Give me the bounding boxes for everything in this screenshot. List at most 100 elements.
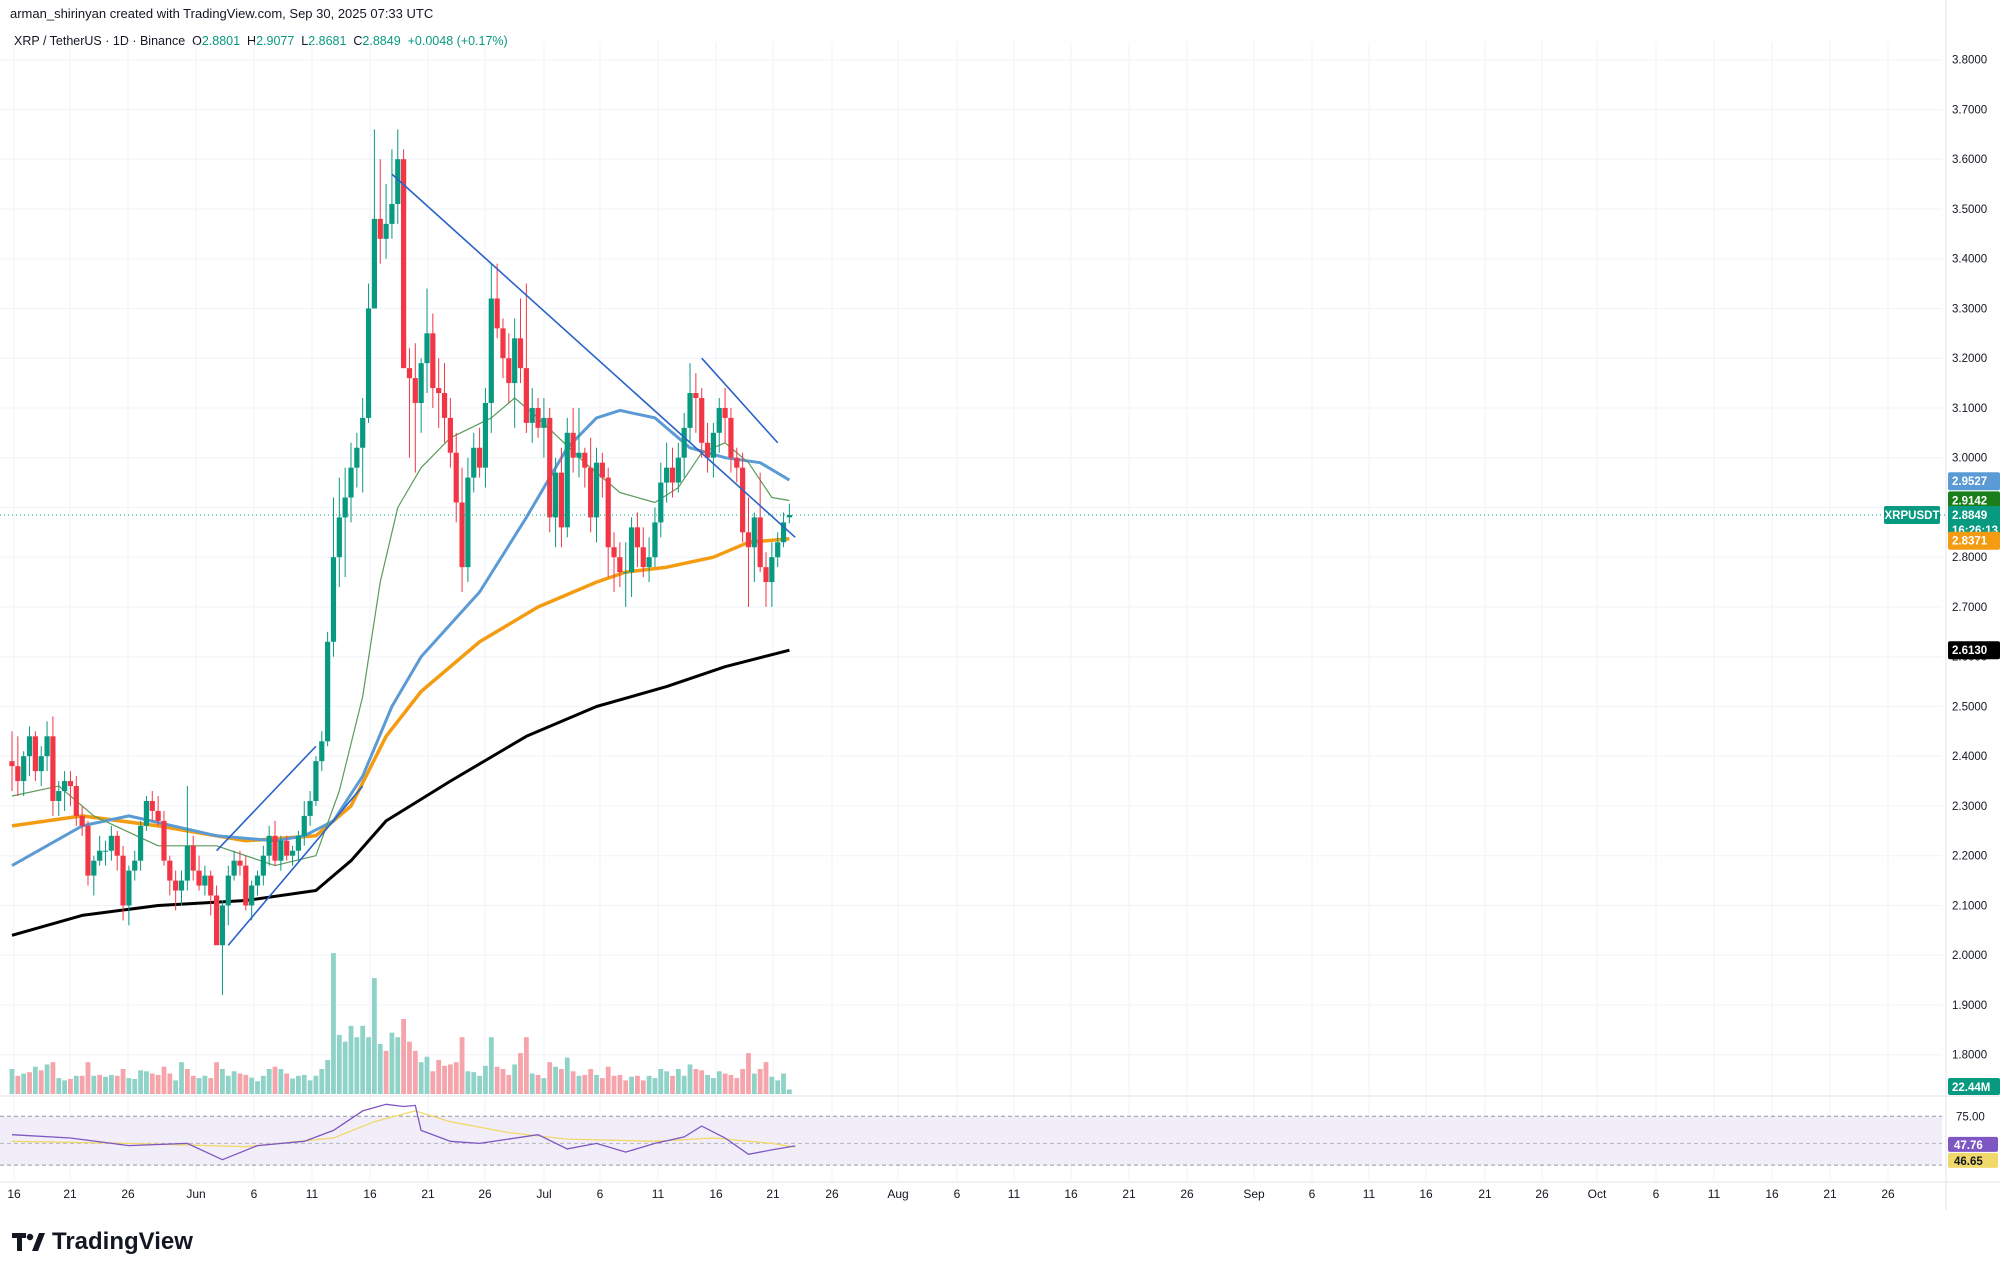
candle-body [523,368,529,423]
volume-bar [260,1075,266,1094]
symbol-name[interactable]: XRP / TetherUS · 1D · Binance [14,34,186,48]
candle-body [401,159,407,369]
volume-bar [442,1065,447,1094]
volume-bar [225,1075,231,1094]
low-label: L [301,34,309,48]
volume-bar [447,1064,453,1094]
candle-body [506,358,512,384]
volume-value-label [1948,1078,2000,1095]
tradingview-logo-icon [12,1233,45,1251]
candle-body [745,532,752,548]
candle-body [395,159,401,204]
candle-body [628,527,635,573]
volume-bar [576,1075,582,1094]
volume-bar [214,1062,219,1094]
candle-body [599,462,605,478]
volume-bar [786,1089,792,1094]
candle-body [552,472,559,518]
candle-body [319,741,325,762]
candle-body [675,457,681,483]
volume-bar [763,1062,769,1094]
candle-body [371,218,377,309]
candle-body [161,820,167,861]
volume-bar [32,1066,38,1094]
volume-bar [623,1080,629,1094]
volume-bar [56,1078,62,1094]
price-label [1948,531,2000,550]
rsi-ma-line [11,1110,796,1148]
candle-body [471,447,477,478]
volume-bar [775,1080,781,1094]
x-tick-label: 6 [1653,1187,1660,1201]
price-label-text: 2.9142 [1952,495,1987,507]
candle-body [441,393,448,418]
x-tick-label: 11 [652,1187,665,1201]
price-label-text: 2.6130 [1952,645,1987,657]
volume-bar [114,1075,120,1094]
x-tick-label: Jul [536,1187,551,1201]
y-tick-label: 2.4000 [1952,751,1987,763]
volume-bar [547,1062,553,1094]
x-tick-label: 6 [597,1187,604,1201]
volume-bar [290,1078,295,1094]
volume-bar [559,1069,564,1094]
volume-bar [9,1069,15,1094]
candle-body [284,840,290,856]
volume-bar [459,1037,465,1094]
candle-body [32,736,38,772]
x-tick-label: Oct [1588,1187,1607,1201]
volume-bar [50,1062,56,1094]
candle-body [272,835,278,861]
volume-bar [243,1074,249,1094]
volume-bar [418,1062,424,1094]
trendline[interactable] [391,173,796,538]
price-label [1948,491,2000,510]
candle-body [383,223,389,239]
candle-body [699,398,705,443]
candle-body [360,417,366,448]
x-tick-label: 26 [1881,1187,1895,1201]
volume-bar [699,1070,705,1094]
x-tick-label: 21 [421,1187,435,1201]
volume-bar [477,1075,482,1094]
volume-bar [541,1078,547,1094]
y-tick-label: 3.5000 [1952,204,1987,216]
volume-bar [588,1069,594,1094]
candle-body [231,860,237,876]
trendline[interactable] [701,357,779,444]
candle-body [529,407,535,423]
rsi-value-label [1948,1136,1998,1152]
symbol-tag-text: XRPUSDT [1885,510,1940,522]
volume-bar [635,1075,640,1094]
volume-bar [728,1074,734,1094]
candle-body [249,885,255,906]
x-tick-label: 6 [251,1187,258,1201]
volume-bar [231,1071,237,1094]
candle-body [623,572,629,574]
volume-bar [284,1073,290,1094]
trendline[interactable] [227,785,364,946]
candle-body [237,860,243,866]
volume-bar [149,1073,155,1094]
candle-body [576,452,582,458]
y-tick-label: 3.2000 [1952,353,1987,365]
candle-body [266,835,272,856]
trendline[interactable] [215,745,317,852]
candle-body [389,203,395,224]
volume-bar [73,1075,79,1094]
candle-body [44,736,50,757]
volume-bar [91,1075,97,1094]
candle-body [243,865,249,906]
volume-bar [155,1074,161,1094]
volume-bar [395,1037,401,1094]
volume-bar [196,1078,202,1094]
volume-bar [652,1078,658,1094]
volume-bar [512,1064,518,1094]
y-tick-label: 3.1000 [1952,403,1987,415]
volume-bar [342,1041,348,1094]
candle-body [588,467,594,518]
volume-bar [255,1081,260,1094]
candle-body [102,850,109,852]
tradingview-logo: TradingView [12,1228,193,1256]
